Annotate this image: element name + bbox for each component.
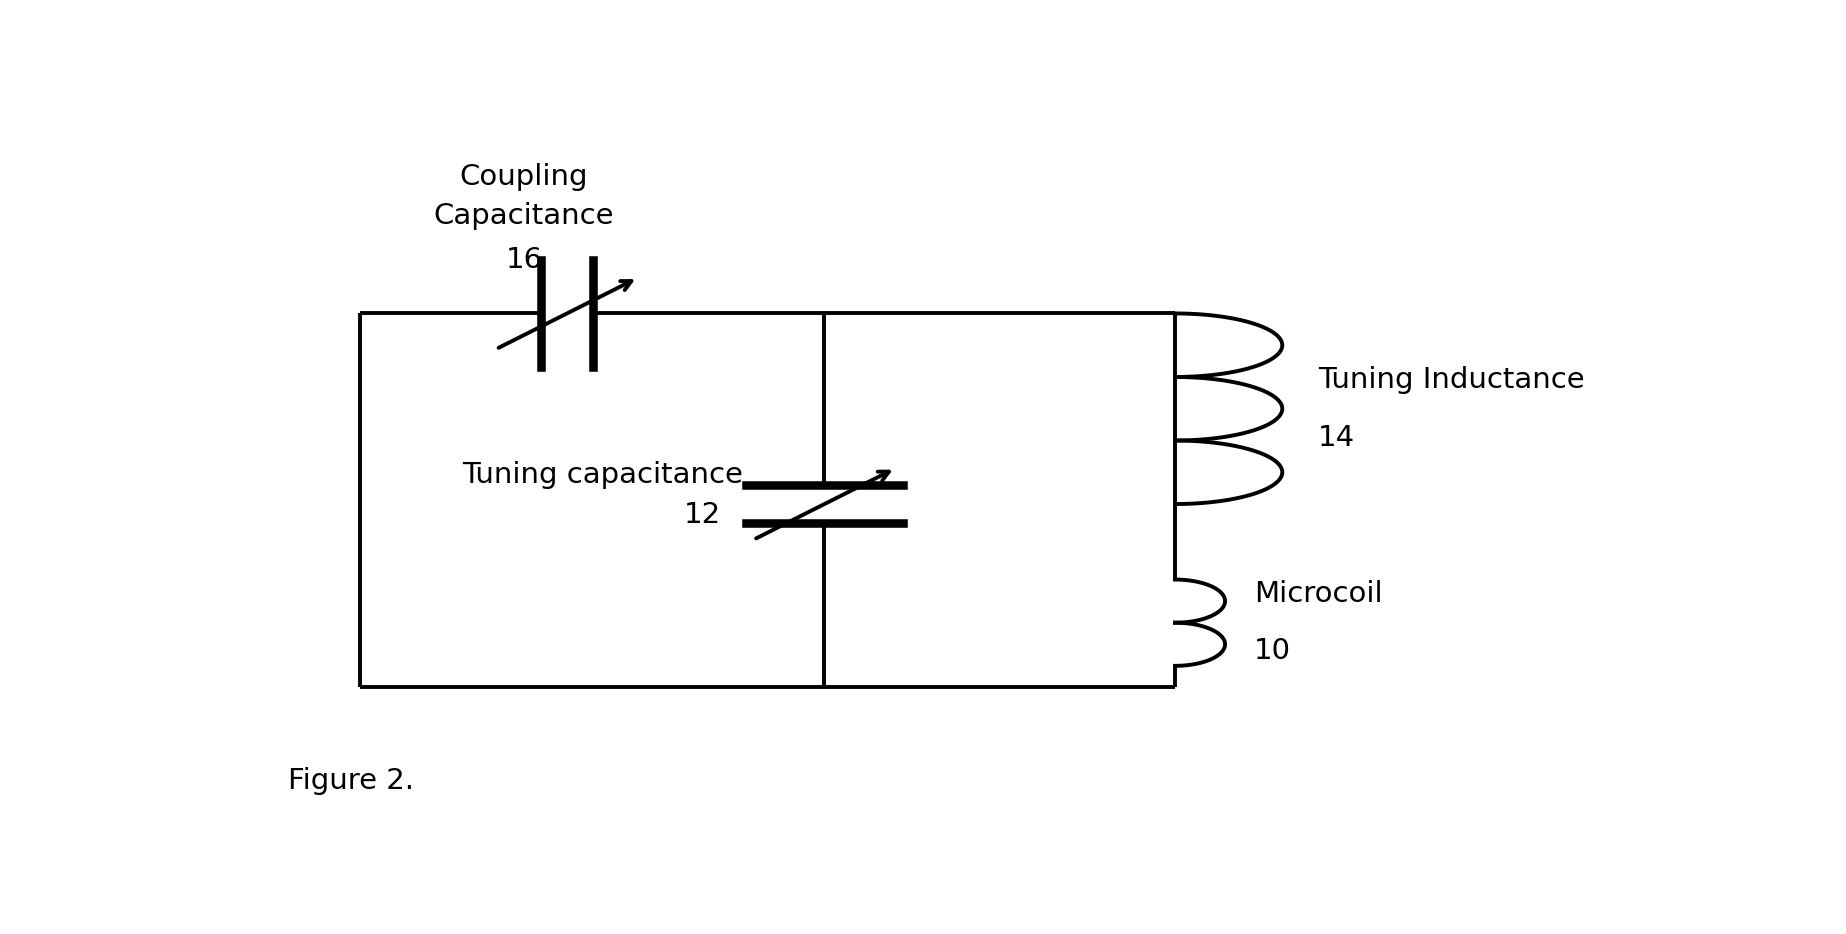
Text: 12: 12: [685, 501, 722, 529]
Text: Figure 2.: Figure 2.: [288, 767, 414, 795]
Text: 10: 10: [1253, 638, 1290, 665]
Text: Microcoil: Microcoil: [1253, 580, 1383, 608]
Text: Tuning capacitance: Tuning capacitance: [462, 461, 744, 489]
Text: 14: 14: [1318, 423, 1355, 451]
Text: Coupling: Coupling: [460, 163, 589, 191]
Text: Tuning Inductance: Tuning Inductance: [1318, 366, 1584, 394]
Text: Capacitance: Capacitance: [434, 203, 615, 231]
Text: 16: 16: [506, 246, 543, 274]
